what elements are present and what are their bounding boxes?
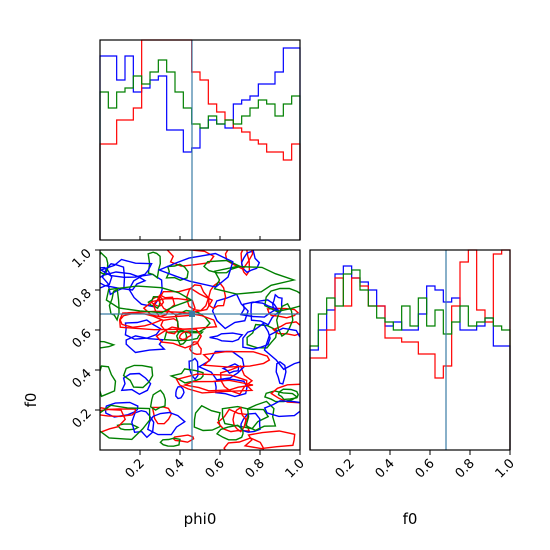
contour-line-38	[245, 400, 277, 432]
contour-line-16	[223, 437, 265, 450]
f0-histogram-series-1	[309, 249, 511, 450]
contour-line-46	[232, 406, 247, 433]
contour-x-tick-label-3: 0.8	[243, 456, 268, 481]
contour-line-73	[100, 407, 127, 433]
contour-line-62	[215, 424, 244, 441]
contour-x-tick-label-0: 0.2	[123, 456, 148, 481]
x-axis-label-f0: f0	[403, 510, 418, 528]
contour-line-5	[193, 404, 222, 432]
contour-line-60	[263, 400, 300, 418]
contour-line-41	[277, 388, 299, 401]
contour-line-71	[275, 302, 294, 338]
contour-line-74	[169, 368, 204, 384]
contour-line-36	[101, 263, 126, 296]
contour-line-79	[243, 430, 296, 450]
contour-line-29	[159, 437, 181, 447]
phi0-f0-contour-panel	[99, 249, 301, 451]
contour-line-10	[160, 317, 179, 335]
contour-y-tick-label-3: 0.8	[70, 286, 95, 311]
contour-line-45	[240, 250, 261, 274]
f0-x-tick-label-0: 0.2	[333, 456, 358, 481]
contour-line-75	[175, 373, 254, 394]
contour-x-tick-label-2: 0.6	[203, 456, 228, 481]
contour-line-63	[221, 363, 240, 374]
contour-line-0	[211, 293, 249, 330]
contour-line-64	[157, 287, 214, 316]
contour-line-48	[239, 301, 279, 318]
contour-line-61	[224, 250, 254, 270]
contour-line-6	[275, 360, 287, 385]
phi0-histogram-panel	[99, 39, 301, 241]
contour-line-53	[108, 288, 120, 322]
contour-line-47	[264, 287, 300, 313]
phi0-histogram-frame	[99, 39, 301, 241]
contour-line-52	[152, 293, 176, 318]
contour-line-68	[122, 364, 154, 389]
f0-x-tick-label-1: 0.4	[373, 456, 398, 481]
contour-line-13	[151, 406, 173, 425]
contour-line-17	[100, 365, 117, 398]
contour-line-69	[209, 332, 244, 343]
axes: 0.2 0.4 0.6 0.8 1.0 0.2 0.4 0.6 0.8 1.0 0.2 0.4 0.6 0…	[22, 246, 518, 528]
contour-line-85	[100, 258, 153, 279]
f0-histogram-frame	[309, 249, 511, 451]
contour-line-24	[100, 271, 147, 291]
contour-line-21	[128, 273, 163, 308]
f0-histogram-panel	[309, 249, 511, 451]
phi0-histogram-series-2	[99, 59, 301, 240]
f0-x-tick-label-2: 0.6	[413, 456, 438, 481]
contour-y-tick-label-0: 0.2	[70, 406, 95, 431]
contour-line-9	[214, 378, 248, 398]
contour-truth-marker	[189, 311, 195, 317]
y-axis-label-f0: f0	[22, 393, 40, 408]
contour-line-84	[263, 327, 300, 371]
contour-line-83	[157, 252, 234, 288]
contour-line-23	[221, 405, 270, 430]
f0-histogram-series-2	[309, 269, 511, 450]
contour-line-65	[203, 259, 242, 274]
contour-line-20	[246, 323, 278, 349]
contour-line-43	[142, 297, 196, 319]
f0-histogram-series-0	[309, 265, 511, 450]
contour-line-51	[175, 386, 185, 400]
f0-x-tick-label-3: 0.8	[453, 456, 478, 481]
contour-line-72	[242, 322, 271, 350]
contour-line-59	[149, 389, 167, 411]
contour-line-3	[250, 299, 281, 326]
contour-x-tick-label-1: 0.4	[163, 456, 188, 481]
f0-x-tick-label-4: 1.0	[493, 456, 518, 481]
contour-line-76	[182, 379, 254, 392]
contour-line-12	[125, 335, 166, 354]
x-axis-label-phi0: phi0	[184, 510, 217, 528]
contour-y-tick-label-1: 0.4	[70, 366, 95, 391]
contour-frame	[99, 249, 301, 451]
phi0-histogram-series-1	[99, 39, 301, 240]
contour-x-tick-label-4: 1.0	[283, 456, 308, 481]
contour-line-54	[188, 357, 199, 381]
contour-line-49	[270, 383, 300, 404]
contour-line-32	[147, 251, 162, 280]
contour-line-81	[100, 404, 151, 441]
contour-line-70	[185, 284, 210, 312]
contour-line-80	[105, 285, 193, 314]
contour-line-39	[131, 409, 155, 439]
contour-y-tick-label-2: 0.6	[70, 326, 95, 351]
contour-line-82	[213, 265, 297, 295]
contour-line-35	[165, 263, 189, 281]
contour-lines	[100, 250, 300, 450]
contour-line-28	[178, 330, 193, 341]
contour-line-58	[272, 321, 300, 337]
contour-line-42	[120, 372, 152, 395]
contour-line-33	[124, 319, 162, 340]
contour-line-50	[100, 340, 116, 349]
phi0-histogram-series-0	[99, 47, 301, 240]
contour-line-78	[118, 310, 218, 331]
contour-line-77	[202, 350, 271, 368]
contour-line-18	[146, 411, 186, 436]
contour-y-tick-label-4: 1.0	[70, 246, 95, 271]
